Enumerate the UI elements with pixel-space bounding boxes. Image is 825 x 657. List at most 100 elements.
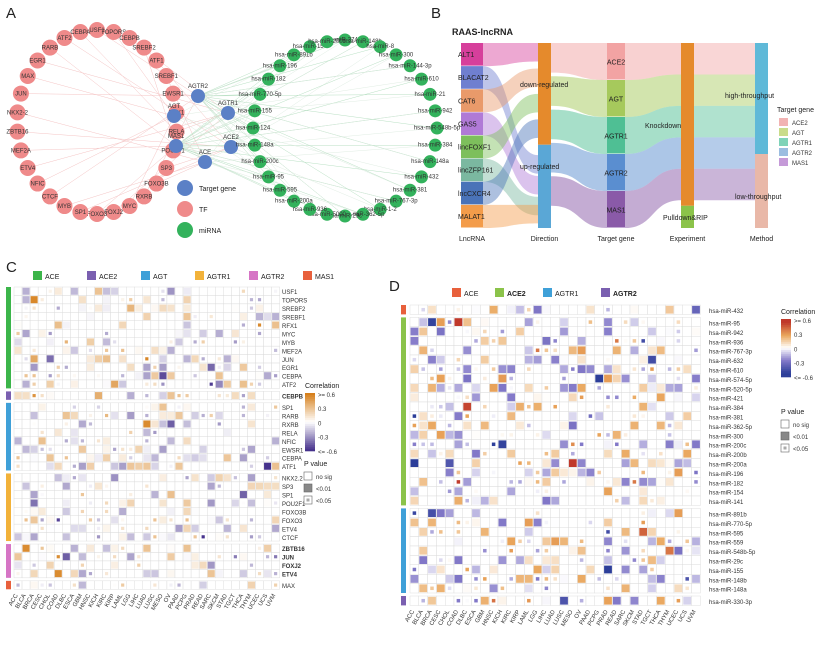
heatmap-mark: [419, 346, 428, 355]
heatmap-mark: [207, 570, 215, 578]
mirna-node: [428, 138, 442, 152]
heatmap-cell: [70, 295, 79, 305]
tf-node: [105, 203, 122, 220]
heatmap-cell: [158, 523, 168, 533]
heatmap-mark: [127, 553, 135, 561]
heatmap-cell: [158, 507, 168, 516]
heatmap-mark: [62, 482, 70, 490]
mirna-node: [273, 59, 287, 73]
heatmap-cell: [110, 362, 119, 372]
heatmap-cell: [682, 354, 692, 365]
heatmap-cell: [585, 326, 596, 337]
heatmap-cell: [62, 329, 71, 338]
heatmap-row-label: hsa-miR-200a: [709, 463, 747, 469]
sankey-flow: [694, 105, 755, 138]
heatmap-mark: [231, 392, 239, 400]
heatmap-cell: [215, 436, 224, 446]
heatmap-mark: [568, 374, 577, 383]
heatmap-cell: [94, 461, 103, 471]
heatmap-cell: [231, 481, 240, 491]
heatmap-cell: [94, 580, 103, 590]
heatmap-mark: [16, 456, 20, 460]
heatmap-row-label: FOXJ2: [282, 564, 302, 570]
pvalue-label: <0.01: [793, 435, 809, 441]
heatmap-cell: [436, 458, 446, 468]
heatmap-mark: [472, 468, 480, 477]
heatmap-col-label: UCS: [258, 593, 270, 607]
heatmap-cell: [629, 545, 640, 556]
heatmap-cell: [13, 444, 23, 454]
heatmap-cell: [78, 337, 87, 347]
heatmap-cell: [594, 495, 604, 506]
heatmap-cell: [665, 527, 675, 537]
heatmap-mark: [24, 509, 28, 514]
sankey-title: RAAS-lncRNA: [452, 27, 514, 37]
heatmap-mark: [524, 318, 533, 326]
heatmap-mark: [498, 384, 507, 392]
heatmap-cell: [489, 354, 499, 365]
heatmap-cell: [533, 527, 543, 537]
heatmap-mark: [207, 561, 215, 569]
heatmap-col-label: ACC: [405, 609, 417, 624]
heatmap-mark: [606, 530, 610, 534]
heatmap-cell: [215, 428, 224, 437]
colorbar-step: [305, 418, 315, 421]
heatmap-cell: [78, 379, 87, 389]
heatmap-cell: [568, 326, 578, 337]
pvalue-title: P value: [304, 461, 327, 468]
heatmap-cell: [134, 391, 144, 401]
heatmap-cell: [118, 402, 127, 412]
heatmap-cell: [215, 453, 224, 463]
heatmap-mark: [498, 556, 507, 564]
heatmap-cell: [409, 477, 420, 487]
heatmap-mark: [22, 287, 30, 295]
heatmap-cell: [462, 508, 472, 518]
heatmap-cell: [550, 477, 560, 487]
heatmap-cell: [86, 320, 95, 330]
heatmap-cell: [263, 419, 272, 429]
heatmap-mark: [685, 489, 689, 494]
heatmap-mark: [22, 329, 30, 337]
heatmap-mark: [650, 367, 654, 371]
heatmap-cell: [223, 402, 232, 412]
heatmap-row-label: SP1: [282, 494, 294, 500]
heatmap-mark: [604, 537, 612, 546]
heatmap-mark: [560, 318, 568, 326]
heatmap-cell: [182, 580, 192, 590]
colorbar-tick: -0.3: [794, 362, 805, 368]
heatmap-mark: [551, 449, 560, 458]
colorbar-tick: 0: [794, 347, 798, 353]
heatmap-mark: [191, 412, 199, 420]
heatmap-mark: [527, 539, 531, 544]
heatmap-mark: [159, 304, 167, 312]
target-node: [607, 191, 625, 228]
heatmap-mark: [231, 304, 239, 312]
tf-node: [41, 188, 58, 205]
heatmap-mark: [568, 421, 577, 430]
heatmap-mark: [153, 583, 157, 587]
heatmap-mark: [113, 447, 117, 451]
heatmap-cell: [13, 419, 23, 429]
heatmap-mark: [577, 459, 586, 467]
mirna-node: [430, 121, 444, 135]
heatmap-cell: [497, 354, 508, 365]
heatmap-mark: [103, 355, 111, 363]
heatmap-row-label: RFX1: [282, 324, 298, 330]
mirna-edge: [175, 145, 397, 202]
heatmap-cell: [621, 574, 631, 584]
heatmap-cell: [247, 354, 256, 364]
heatmap-cell: [691, 448, 701, 459]
heatmap-cell: [462, 304, 472, 315]
heatmap-cell: [29, 312, 39, 322]
heatmap-cell: [190, 481, 200, 491]
tf-edge: [17, 131, 232, 148]
heatmap-mark: [615, 339, 619, 343]
heatmap-mark: [40, 447, 44, 451]
heatmap-cell: [489, 555, 499, 566]
heatmap-cell: [691, 583, 701, 594]
lncrna-label: GAS5: [458, 121, 477, 128]
heatmap-mark: [207, 499, 215, 507]
mirna-edge: [227, 39, 346, 114]
heatmap-mark: [472, 509, 480, 517]
heatmap-cell: [86, 295, 95, 305]
